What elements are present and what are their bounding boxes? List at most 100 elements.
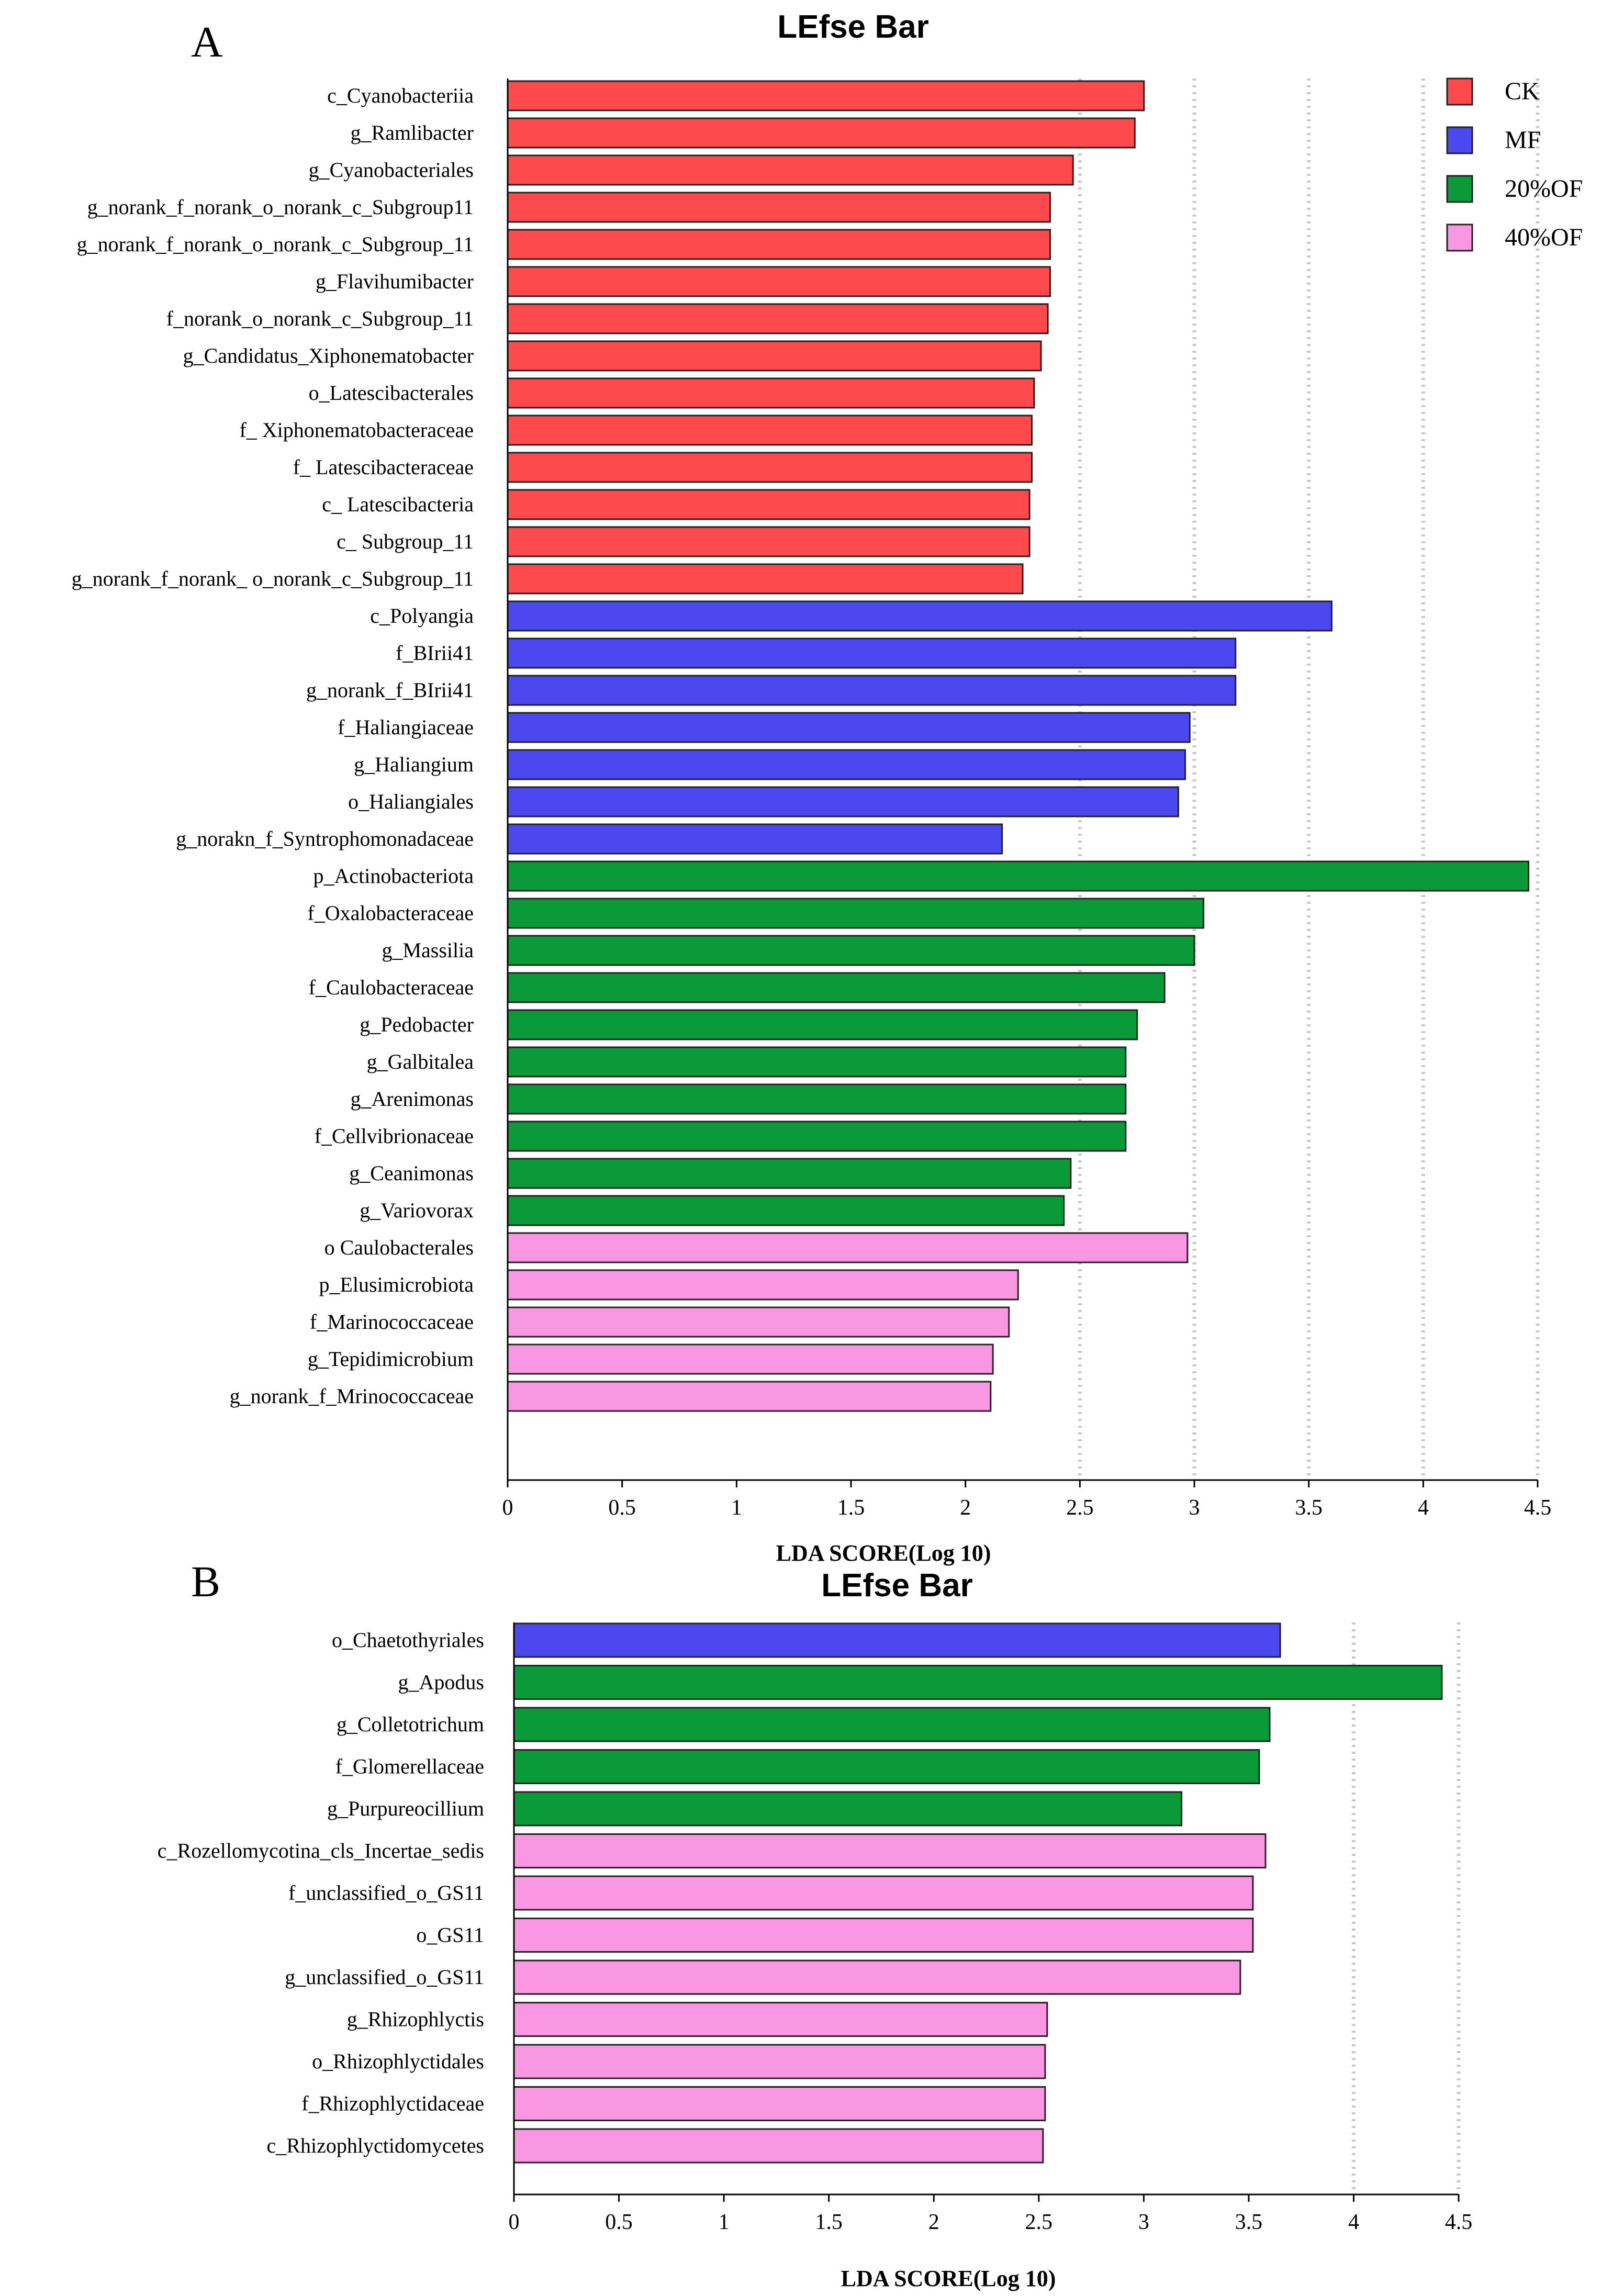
category-label: f_ Xiphonematobacteraceae <box>239 418 474 442</box>
category-label: g_Variovorax <box>360 1199 474 1222</box>
bar <box>507 1009 1138 1040</box>
bar <box>507 1381 992 1412</box>
bar <box>507 898 1204 929</box>
bar <box>507 377 1035 409</box>
x-tick-label: 2 <box>928 2210 939 2234</box>
bar <box>507 600 1333 632</box>
legend-swatch <box>1446 126 1473 154</box>
bar <box>513 1665 1443 1700</box>
category-label: g_norank_f_BIrii41 <box>306 678 474 702</box>
bar <box>507 1232 1189 1263</box>
legend-label: CK <box>1505 77 1540 105</box>
bar <box>513 2128 1044 2164</box>
panel-a-title: LEfse Bar <box>777 9 928 45</box>
bar <box>507 1195 1065 1226</box>
category-label: f_Cellvibrionaceae <box>315 1124 474 1148</box>
category-label: g_Galbitalea <box>367 1050 474 1073</box>
category-label: f_Rhizophlyctidaceae <box>301 2092 484 2115</box>
bar <box>507 117 1136 149</box>
category-label: c_Cyanobacteriia <box>327 84 474 107</box>
category-label: o_GS11 <box>416 1923 484 1947</box>
category-label: g_unclassified_o_GS11 <box>285 1965 484 1989</box>
bar <box>507 712 1191 743</box>
category-label: g_Pedobacter <box>360 1013 474 1036</box>
x-tick-label: 1.5 <box>815 2210 843 2234</box>
panel-b-category-labels: o_Chaetothyriales g_Apodus g_Colletotrichu… <box>158 1628 484 2157</box>
bar <box>513 1749 1260 1784</box>
category-label: g_norank_f_norank_o_norank_c_Subgroup11 <box>87 195 474 219</box>
x-tick-label: 1.5 <box>837 1496 865 1520</box>
legend-swatch <box>1446 223 1473 252</box>
panel-b-bars <box>513 1622 1443 2164</box>
bar <box>507 637 1237 669</box>
x-tick-label: 3 <box>1189 1496 1200 1520</box>
category-label: o_Latescibacterales <box>309 381 474 405</box>
category-label: g_Rhizophlyctis <box>347 2008 484 2031</box>
category-label: g_Colletotrichum <box>337 1712 484 1736</box>
category-label: f_unclassified_o_GS11 <box>288 1881 484 1905</box>
panel-a-x-axis: 0 0.5 1 1.5 2 2.5 3 3.5 4 4.5 <box>502 79 1552 1520</box>
bar <box>507 340 1042 372</box>
bar <box>507 972 1166 1003</box>
x-tick-label: 4.5 <box>1524 1496 1552 1520</box>
category-label: g_Ceanimonas <box>349 1161 474 1185</box>
bar <box>507 860 1530 892</box>
bar <box>507 1158 1072 1189</box>
category-label: f_Glomerellaceae <box>335 1755 484 1778</box>
x-tick-label: 0.5 <box>605 2210 633 2234</box>
x-tick-label: 4 <box>1348 2210 1359 2234</box>
bar <box>513 2086 1046 2121</box>
panel-a-x-axis-title: LDA SCORE(Log 10) <box>776 1540 991 1566</box>
bar <box>513 1833 1267 1868</box>
category-label: g_norank_f_norank_ o_norank_c_Subgroup_1… <box>72 567 474 590</box>
category-label: p_Elusimicrobiota <box>319 1273 474 1296</box>
category-label: o Caulobacterales <box>324 1236 474 1259</box>
bar <box>507 80 1145 111</box>
x-tick-label: 2.5 <box>1025 2210 1053 2234</box>
bar <box>507 1083 1127 1115</box>
x-tick-label: 1 <box>719 2210 730 2234</box>
legend: CK MF 20%OF 40%OF <box>1446 77 1583 252</box>
category-label: o_Haliangiales <box>348 790 474 813</box>
bar <box>507 786 1179 817</box>
x-tick-label: 0.5 <box>608 1496 636 1520</box>
bar <box>507 415 1033 446</box>
bar <box>513 1875 1254 1911</box>
category-label: c_Polyangia <box>370 604 474 628</box>
bar <box>513 1707 1271 1742</box>
x-tick-label: 2.5 <box>1066 1496 1094 1520</box>
x-tick-label: 1 <box>731 1496 742 1520</box>
category-label: g_Flavihumibacter <box>316 270 474 293</box>
bar <box>507 1121 1127 1152</box>
category-label: g_Cyanobacteriales <box>309 158 474 182</box>
category-label: p_Actinobacteriota <box>313 864 474 888</box>
category-label: g_norakn_f_Syntrophomonadaceae <box>176 827 474 850</box>
panel-b-gridlines <box>1351 1622 1461 2194</box>
x-tick-label: 2 <box>960 1496 971 1520</box>
x-tick-label: 3.5 <box>1235 2210 1263 2234</box>
panel-a-letter: A <box>191 18 223 66</box>
bar <box>507 823 1003 855</box>
bar <box>507 749 1186 780</box>
x-tick-label: 4 <box>1418 1496 1429 1520</box>
panel-b-title: LEfse Bar <box>821 1567 972 1604</box>
bar <box>513 1791 1183 1827</box>
category-label: f_ Latescibacteraceae <box>293 455 474 479</box>
category-label: g_Purpureocillium <box>327 1797 484 1820</box>
category-label: c_ Subgroup_11 <box>337 530 474 553</box>
panel-b: B LEfse Bar o_Chaetothyriales g_Apodus g_C… <box>158 1558 1472 2291</box>
x-tick-label: 3 <box>1138 2210 1149 2234</box>
bar <box>513 1918 1254 1953</box>
bar <box>507 192 1051 223</box>
bar <box>513 1959 1241 1995</box>
category-label: f_Marinococcaceae <box>310 1310 474 1334</box>
category-label: g_Massilia <box>382 938 474 962</box>
category-label: g_Apodus <box>398 1671 484 1694</box>
category-label: g_Ramlibacter <box>351 121 474 144</box>
category-label: g_norank_f_Mrinococcaceae <box>230 1384 474 1408</box>
category-label: f_Caulobacteraceae <box>309 976 474 999</box>
category-label: o_Chaetothyriales <box>332 1628 484 1652</box>
bar <box>507 1269 1019 1301</box>
category-label: c_Rhizophlyctidomycetes <box>267 2134 484 2157</box>
